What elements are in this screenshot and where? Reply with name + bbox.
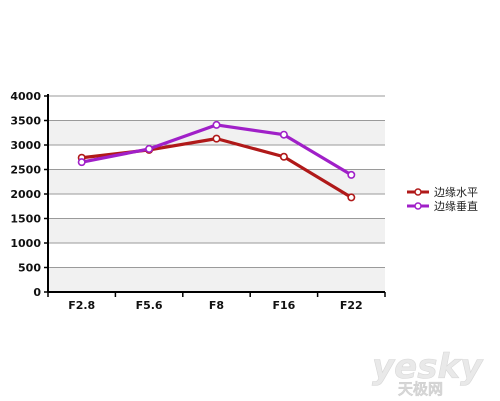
- y-tick-labels: 0 500 1000 1500 2000 2500 3000 3500 4000: [10, 90, 41, 299]
- series-lines: [77, 120, 356, 202]
- data-point: [212, 134, 221, 143]
- y-tick-label: 1000: [10, 237, 41, 250]
- legend-swatch-marker: [414, 188, 422, 196]
- axes: [44, 94, 386, 297]
- y-tick-label: 3000: [10, 139, 41, 152]
- plot-band: [48, 194, 385, 219]
- data-point: [347, 193, 356, 202]
- x-tick-label: F5.6: [136, 299, 163, 312]
- watermark-logo-text: yesky: [372, 347, 484, 387]
- data-point: [279, 152, 288, 161]
- y-tick-label: 4000: [10, 90, 41, 103]
- x-tick-label: F8: [209, 299, 224, 312]
- data-point: [145, 144, 154, 153]
- legend-label: 边缘垂直: [434, 199, 478, 213]
- plot-band: [48, 267, 385, 292]
- watermark-sub-text: 天极网: [398, 380, 443, 398]
- y-tick-label: 0: [33, 286, 41, 299]
- y-tick-label: 2000: [10, 188, 41, 201]
- plot-bands: [48, 96, 385, 292]
- data-point: [77, 158, 86, 167]
- plot-band: [48, 243, 385, 268]
- x-tick-label: F22: [340, 299, 363, 312]
- y-tick-label: 1500: [10, 213, 41, 226]
- legend-label: 边缘水平: [434, 186, 478, 199]
- plot-band: [48, 218, 385, 243]
- x-tick-label: F16: [272, 299, 295, 312]
- plot-band: [48, 169, 385, 194]
- y-tick-label: 2500: [10, 164, 41, 177]
- data-point: [347, 170, 356, 179]
- legend-swatch-marker: [414, 202, 422, 210]
- x-tick-label: F2.8: [68, 299, 95, 312]
- y-tick-label: 500: [18, 262, 41, 275]
- plot-band: [48, 96, 385, 121]
- watermark-logo: yesky 天极网: [372, 347, 485, 399]
- y-tick-label: 3500: [10, 115, 41, 128]
- x-tick-labels: F2.8 F5.6 F8 F16 F22: [68, 299, 363, 312]
- data-point: [212, 120, 221, 129]
- data-point: [279, 130, 288, 139]
